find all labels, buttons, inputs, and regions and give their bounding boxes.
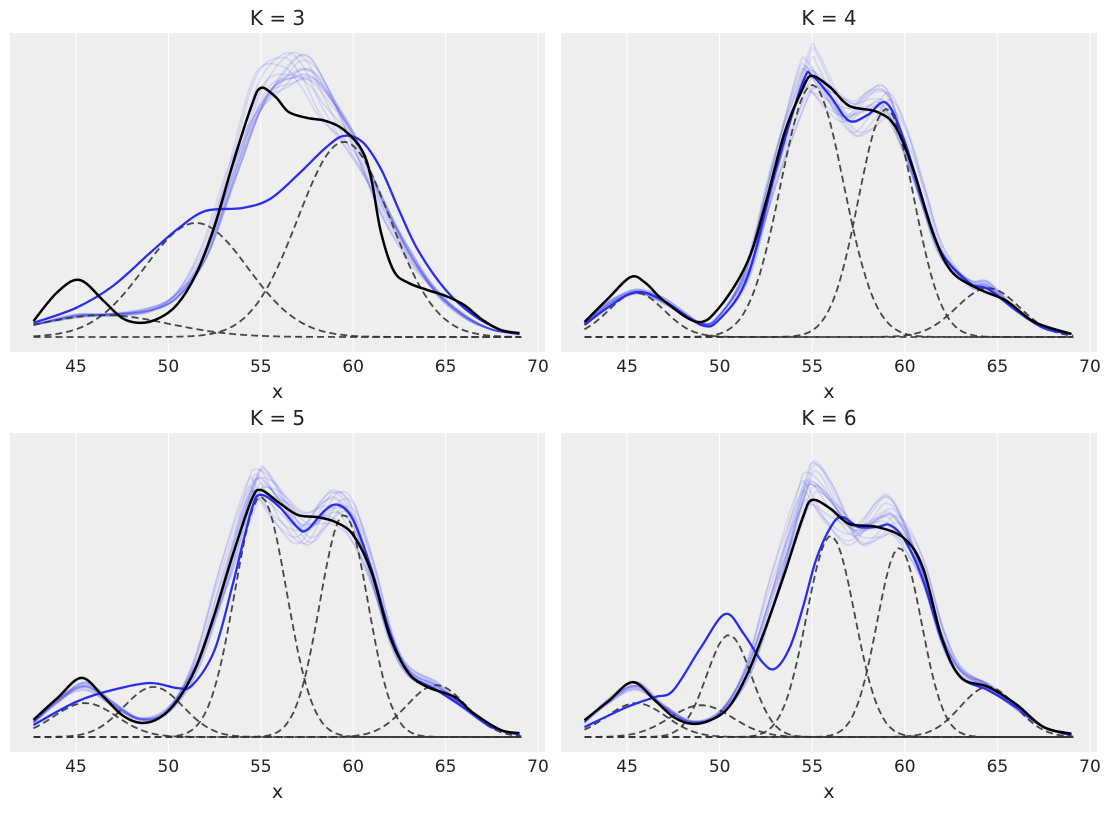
subplot-k6: 45 50 55 60 65 70 K = 6 x (561, 406, 1101, 803)
posterior-sample-line (32, 486, 520, 736)
mean-density-line (32, 488, 520, 735)
posterior-sample-line (32, 489, 520, 736)
posterior-sample-line (33, 59, 520, 335)
x-axis-label: x (272, 381, 283, 403)
subplot-k5: 45 50 55 60 65 70 K = 5 x (10, 406, 549, 803)
x-tick-label: 70 (1079, 757, 1101, 777)
posterior-sample-line (33, 51, 520, 335)
posterior-sample-line (33, 54, 520, 335)
sample-density-line (33, 134, 520, 336)
series-group (32, 51, 522, 338)
x-tick-label: 70 (527, 757, 549, 777)
x-tick-label: 65 (435, 757, 457, 777)
x-tick-label: 60 (342, 757, 364, 777)
posterior-sample-line (584, 462, 1072, 736)
posterior-sample-line (32, 468, 520, 736)
posterior-sample-line (583, 483, 1072, 736)
mixture-component-line (33, 222, 522, 338)
posterior-sample-line (583, 483, 1072, 736)
posterior-sample-line (33, 465, 520, 736)
posterior-sample-line (583, 479, 1072, 736)
posterior-sample-line (583, 469, 1072, 736)
x-tick-label: 65 (987, 757, 1009, 777)
mixture-component-line (33, 141, 522, 338)
series-group (32, 465, 522, 738)
posterior-sample-line (33, 53, 520, 335)
posterior-sample-line (33, 51, 520, 335)
x-tick-label: 55 (801, 757, 823, 777)
x-tick-label: 50 (158, 757, 180, 777)
posterior-sample-line (583, 480, 1072, 736)
x-tick-label: 70 (527, 357, 549, 377)
subplot-title: K = 6 (801, 406, 856, 430)
mean-density-line (32, 86, 520, 335)
mixture-component-line (584, 685, 1074, 738)
subplot-title: K = 5 (250, 406, 305, 430)
x-tick-label: 50 (709, 757, 731, 777)
mean-density-line (583, 498, 1072, 735)
posterior-sample-line (32, 466, 520, 736)
x-tick-label: 50 (709, 357, 731, 377)
posterior-sample-line (33, 67, 520, 335)
x-tick-label: 60 (894, 357, 916, 377)
subplot-title: K = 4 (801, 6, 856, 30)
x-axis-label: x (272, 781, 283, 803)
subplot-k3: 45 50 55 60 65 70 K = 3 x (10, 6, 549, 403)
posterior-sample-line (583, 471, 1072, 736)
posterior-sample-line (33, 62, 520, 335)
posterior-sample-line (32, 476, 520, 736)
posterior-sample-line (584, 460, 1072, 736)
subplot-k4: 45 50 55 60 65 70 K = 4 x (561, 6, 1101, 403)
mean-density-line (583, 74, 1072, 336)
subplot-title: K = 3 (250, 6, 305, 30)
x-axis-label: x (823, 781, 834, 803)
x-tick-label: 45 (65, 357, 87, 377)
posterior-sample-line (32, 495, 520, 736)
x-tick-label: 60 (342, 357, 364, 377)
series-group (583, 43, 1074, 338)
posterior-sample-line (583, 490, 1072, 736)
x-tick-label: 50 (158, 357, 180, 377)
x-tick-label: 45 (65, 757, 87, 777)
x-tick-label: 55 (801, 357, 823, 377)
x-tick-label: 55 (250, 757, 272, 777)
posterior-sample-line (583, 493, 1072, 736)
x-tick-label: 65 (435, 357, 457, 377)
x-tick-label: 70 (1079, 357, 1101, 377)
posterior-sample-line (583, 484, 1072, 736)
x-tick-label: 60 (894, 757, 916, 777)
series-group (583, 460, 1074, 738)
x-axis-label: x (823, 381, 834, 403)
posterior-sample-line (32, 485, 520, 736)
posterior-sample-line (32, 476, 520, 736)
mixture-component-line (584, 287, 1074, 338)
x-tick-label: 55 (250, 357, 272, 377)
x-tick-label: 45 (616, 757, 638, 777)
posterior-sample-line (584, 462, 1072, 736)
posterior-sample-line (583, 480, 1072, 736)
mixture-component-line (33, 684, 522, 738)
x-tick-label: 45 (616, 357, 638, 377)
x-tick-label: 65 (987, 357, 1009, 377)
